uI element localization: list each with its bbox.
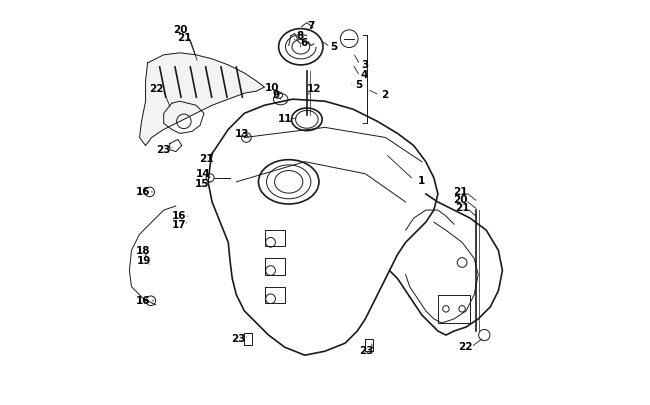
Text: 5: 5 <box>331 41 338 51</box>
Text: 19: 19 <box>136 256 151 266</box>
Text: 10: 10 <box>265 83 279 93</box>
Text: 7: 7 <box>307 21 315 31</box>
Text: 1: 1 <box>418 175 425 185</box>
Text: 16: 16 <box>172 210 187 220</box>
Text: 21: 21 <box>177 33 192 43</box>
Text: 3: 3 <box>361 60 368 70</box>
Text: 20: 20 <box>174 26 188 35</box>
Text: 22: 22 <box>150 84 164 94</box>
Text: 17: 17 <box>172 220 187 230</box>
Text: 16: 16 <box>135 295 150 305</box>
Text: 6: 6 <box>300 37 307 47</box>
Text: 21: 21 <box>453 186 467 196</box>
Text: 15: 15 <box>195 178 210 188</box>
Text: 16: 16 <box>135 186 150 196</box>
Text: 20: 20 <box>453 194 467 204</box>
Text: 21: 21 <box>199 154 213 164</box>
Text: 23: 23 <box>359 345 373 356</box>
Text: 22: 22 <box>458 341 473 352</box>
Text: 23: 23 <box>155 145 170 154</box>
Text: 4: 4 <box>361 70 368 79</box>
Text: 11: 11 <box>278 114 292 124</box>
Polygon shape <box>140 54 265 146</box>
Text: 14: 14 <box>196 168 211 179</box>
Text: 5: 5 <box>356 80 363 90</box>
Text: 12: 12 <box>306 84 321 94</box>
Text: 9: 9 <box>272 90 280 100</box>
Text: 8: 8 <box>296 32 303 41</box>
Text: 21: 21 <box>455 202 469 212</box>
Text: 23: 23 <box>231 333 246 343</box>
Text: 2: 2 <box>381 90 388 100</box>
Text: 13: 13 <box>235 128 250 138</box>
Text: 18: 18 <box>135 245 150 255</box>
